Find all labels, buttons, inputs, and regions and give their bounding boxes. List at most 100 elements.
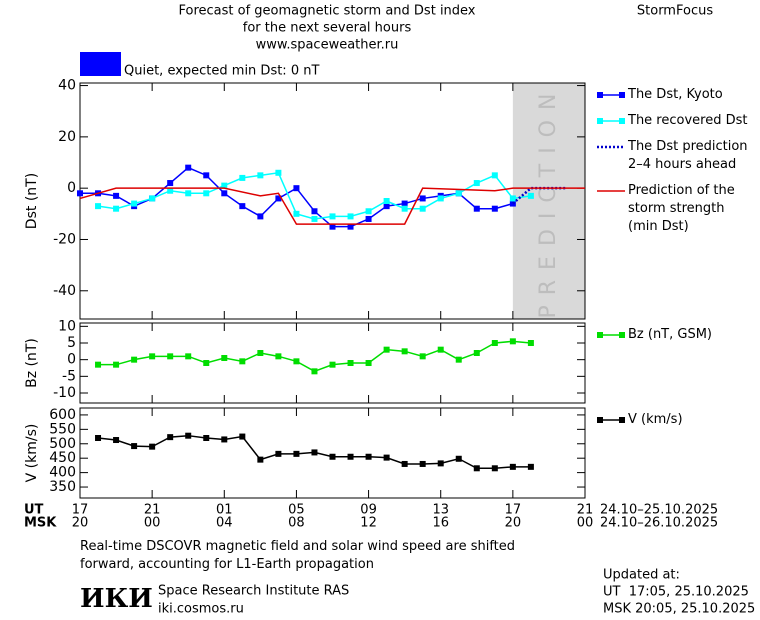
x-tick-label-msk: 20 [72,516,89,531]
data-point [329,223,336,230]
data-point [419,195,426,202]
data-point [257,456,264,463]
legend-marker [619,332,625,338]
x-tick-label: 17 [72,503,89,518]
updated-ut: UT 17:05, 25.10.2025 [603,585,749,600]
y-tick-label: 450 [49,450,76,466]
data-point [455,455,462,462]
data-point [347,213,354,220]
data-point [473,205,480,212]
data-point [365,360,372,366]
series-line [98,340,531,373]
x-tick-label: 17 [505,503,522,518]
chart-subtitle: for the next several hours [243,21,412,36]
ut-dates: 24.10–25.10.2025 [600,503,718,518]
legend-label: The recovered Dst [628,113,748,128]
y-tick-label: 10 [58,318,76,334]
legend-marker [597,332,603,338]
data-point [257,350,264,356]
data-point [293,210,300,217]
data-point [383,454,390,461]
data-point [95,203,102,210]
x-tick-label: 05 [288,503,305,518]
data-point [473,465,480,472]
data-point [419,460,426,467]
data-point [491,205,498,212]
data-point [131,356,138,363]
data-point [419,205,426,212]
data-point [509,338,516,345]
data-point [257,213,264,220]
data-point [167,353,174,360]
data-point [113,192,120,199]
data-point [239,174,246,181]
footer-note: Real-time DSCOVR magnetic field and sola… [80,539,516,572]
legend-marker [619,417,625,423]
legend-label: The Dst prediction 2–4 hours ahead [628,139,748,172]
data-point [239,358,246,365]
data-point [365,215,372,222]
y-tick-label: -20 [53,231,76,247]
legend-marker [597,92,603,98]
x-tick-label-msk: 16 [432,516,449,531]
data-point [401,460,408,467]
prediction-label: PREDICTION [536,84,561,319]
data-point [527,463,534,470]
data-point [527,192,534,199]
status-swatch [80,52,121,76]
data-point [275,353,282,360]
updated-label: Updated at: [603,568,680,583]
x-tick-label: 21 [577,503,594,518]
data-point [131,200,138,207]
y-tick-label: 0 [67,352,76,368]
y-axis-label: V (km/s) [24,424,40,483]
data-point [311,208,318,215]
data-point [329,453,336,460]
data-point [149,443,156,450]
data-point [509,195,516,202]
data-point [455,356,462,363]
y-tick-label: 600 [49,407,76,423]
x-tick-label: 21 [144,503,161,518]
x-tick-label: 09 [360,503,377,518]
plot-frame [79,407,586,499]
data-point [509,463,516,470]
data-point [113,361,120,368]
data-point [347,453,354,460]
data-point [347,360,354,366]
updated-msk: MSK 20:05, 25.10.2025 [603,602,755,617]
data-point [203,172,210,179]
data-point [437,346,444,353]
y-axis-label: Bz (nT) [24,338,40,388]
data-point [275,169,282,176]
data-point [365,208,372,215]
y-tick-label: 0 [67,180,76,196]
x-tick-label-msk: 12 [360,516,377,531]
data-point [203,435,210,441]
data-point [473,350,480,356]
data-point [113,205,120,212]
y-tick-label: 40 [58,78,76,94]
data-point [203,190,210,197]
data-point [311,368,318,375]
data-point [167,187,174,194]
status-text: Quiet, expected min Dst: 0 nT [124,64,319,79]
data-point [491,465,498,472]
data-point [95,435,102,441]
data-point [401,200,408,207]
data-point [221,355,228,361]
legend-marker [619,118,625,124]
y-axis-label: Dst (nT) [24,173,40,229]
data-point [239,433,246,440]
msk-dates: 24.10–26.10.2025 [600,516,718,531]
data-point [185,190,192,197]
data-point [239,203,246,210]
y-tick-label: 5 [67,335,76,351]
legend-label: Bz (nT, GSM) [628,327,713,342]
y-tick-label: -40 [53,283,76,299]
plot-frame [79,82,586,320]
y-tick-label: -10 [53,385,76,401]
x-tick-label-msk: 00 [577,516,594,531]
data-point [221,190,228,197]
y-tick-label: 400 [49,465,76,481]
